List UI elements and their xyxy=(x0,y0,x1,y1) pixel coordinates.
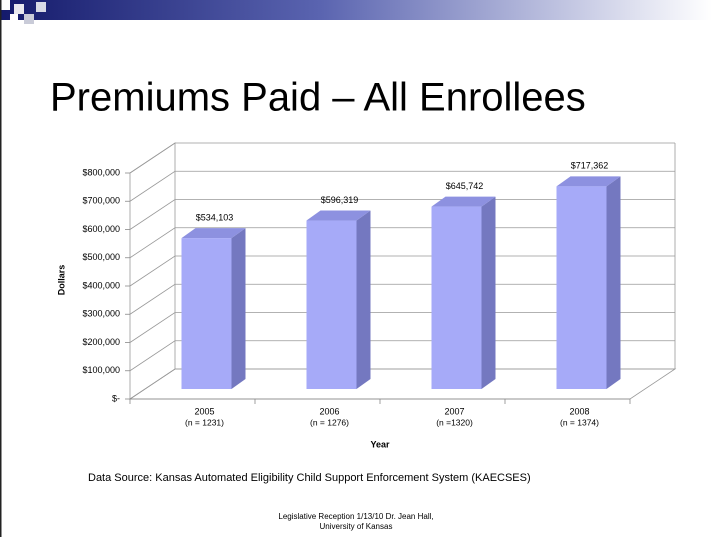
footer: University of Kansas xyxy=(320,522,393,531)
y-tick-label: $- xyxy=(112,393,120,403)
x-tick-label: 2007 xyxy=(444,406,464,416)
y-tick-label: $700,000 xyxy=(82,196,120,206)
chart: $- $100,000 $200,000 $300,000 $400,000 $500,0… xyxy=(56,142,677,449)
bar-top xyxy=(181,228,246,239)
x-tick-sublabel: (n =1320) xyxy=(436,417,473,427)
slide-title: Premiums Paid – All Enrollees xyxy=(50,76,586,120)
grid-line xyxy=(129,170,675,202)
y-tick-label: $100,000 xyxy=(82,365,120,375)
x-tick-label: 2005 xyxy=(194,406,214,416)
bar xyxy=(556,186,607,389)
deco-square xyxy=(14,4,24,14)
grid-line xyxy=(129,312,675,343)
bar-side xyxy=(356,210,371,389)
y-tick-label: $500,000 xyxy=(82,252,120,262)
bar xyxy=(181,238,232,389)
y-axis-title: Dollars xyxy=(56,265,66,296)
deco-square xyxy=(0,0,10,10)
bar-side xyxy=(606,176,621,389)
footer: Legislative Reception 1/13/10 Dr. Jean H… xyxy=(278,512,433,521)
value-label: $534,103 xyxy=(196,212,234,222)
y-tick-label: $300,000 xyxy=(82,309,120,319)
y-tick-label: $600,000 xyxy=(82,224,120,234)
slide-edge xyxy=(0,0,2,537)
bar-top xyxy=(556,176,621,187)
source-note: Data Source: Kansas Automated Eligibilit… xyxy=(88,472,531,484)
x-tick-sublabel: (n = 1374) xyxy=(560,417,599,427)
grid-line xyxy=(129,142,675,174)
grid-line xyxy=(129,340,675,372)
x-tick-label: 2006 xyxy=(319,406,339,416)
y-tick-label: $200,000 xyxy=(82,337,120,347)
y-tick-label: $400,000 xyxy=(82,280,120,290)
deco-square xyxy=(10,14,18,22)
x-axis-title: Year xyxy=(370,439,390,449)
grid-line xyxy=(129,283,675,315)
y-tick-label: $800,000 xyxy=(82,167,120,177)
bar xyxy=(431,206,482,389)
x-tick-sublabel: (n = 1231) xyxy=(185,417,224,427)
bar-side xyxy=(231,228,246,389)
bar-top xyxy=(431,196,496,207)
grid-line xyxy=(129,227,675,259)
value-label: $645,742 xyxy=(446,181,484,191)
bar-top xyxy=(306,210,371,221)
x-tick-label: 2008 xyxy=(569,406,589,416)
grid-line xyxy=(129,199,675,230)
top-bar xyxy=(0,0,712,20)
x-tick-sublabel: (n = 1276) xyxy=(310,417,349,427)
bar xyxy=(306,220,357,389)
grid-line xyxy=(129,255,675,287)
deco-square xyxy=(24,14,34,24)
deco-square xyxy=(36,2,46,12)
grid-line xyxy=(129,368,675,400)
value-label: $596,319 xyxy=(321,195,359,205)
value-label: $717,362 xyxy=(571,161,609,171)
bar-side xyxy=(481,196,496,389)
